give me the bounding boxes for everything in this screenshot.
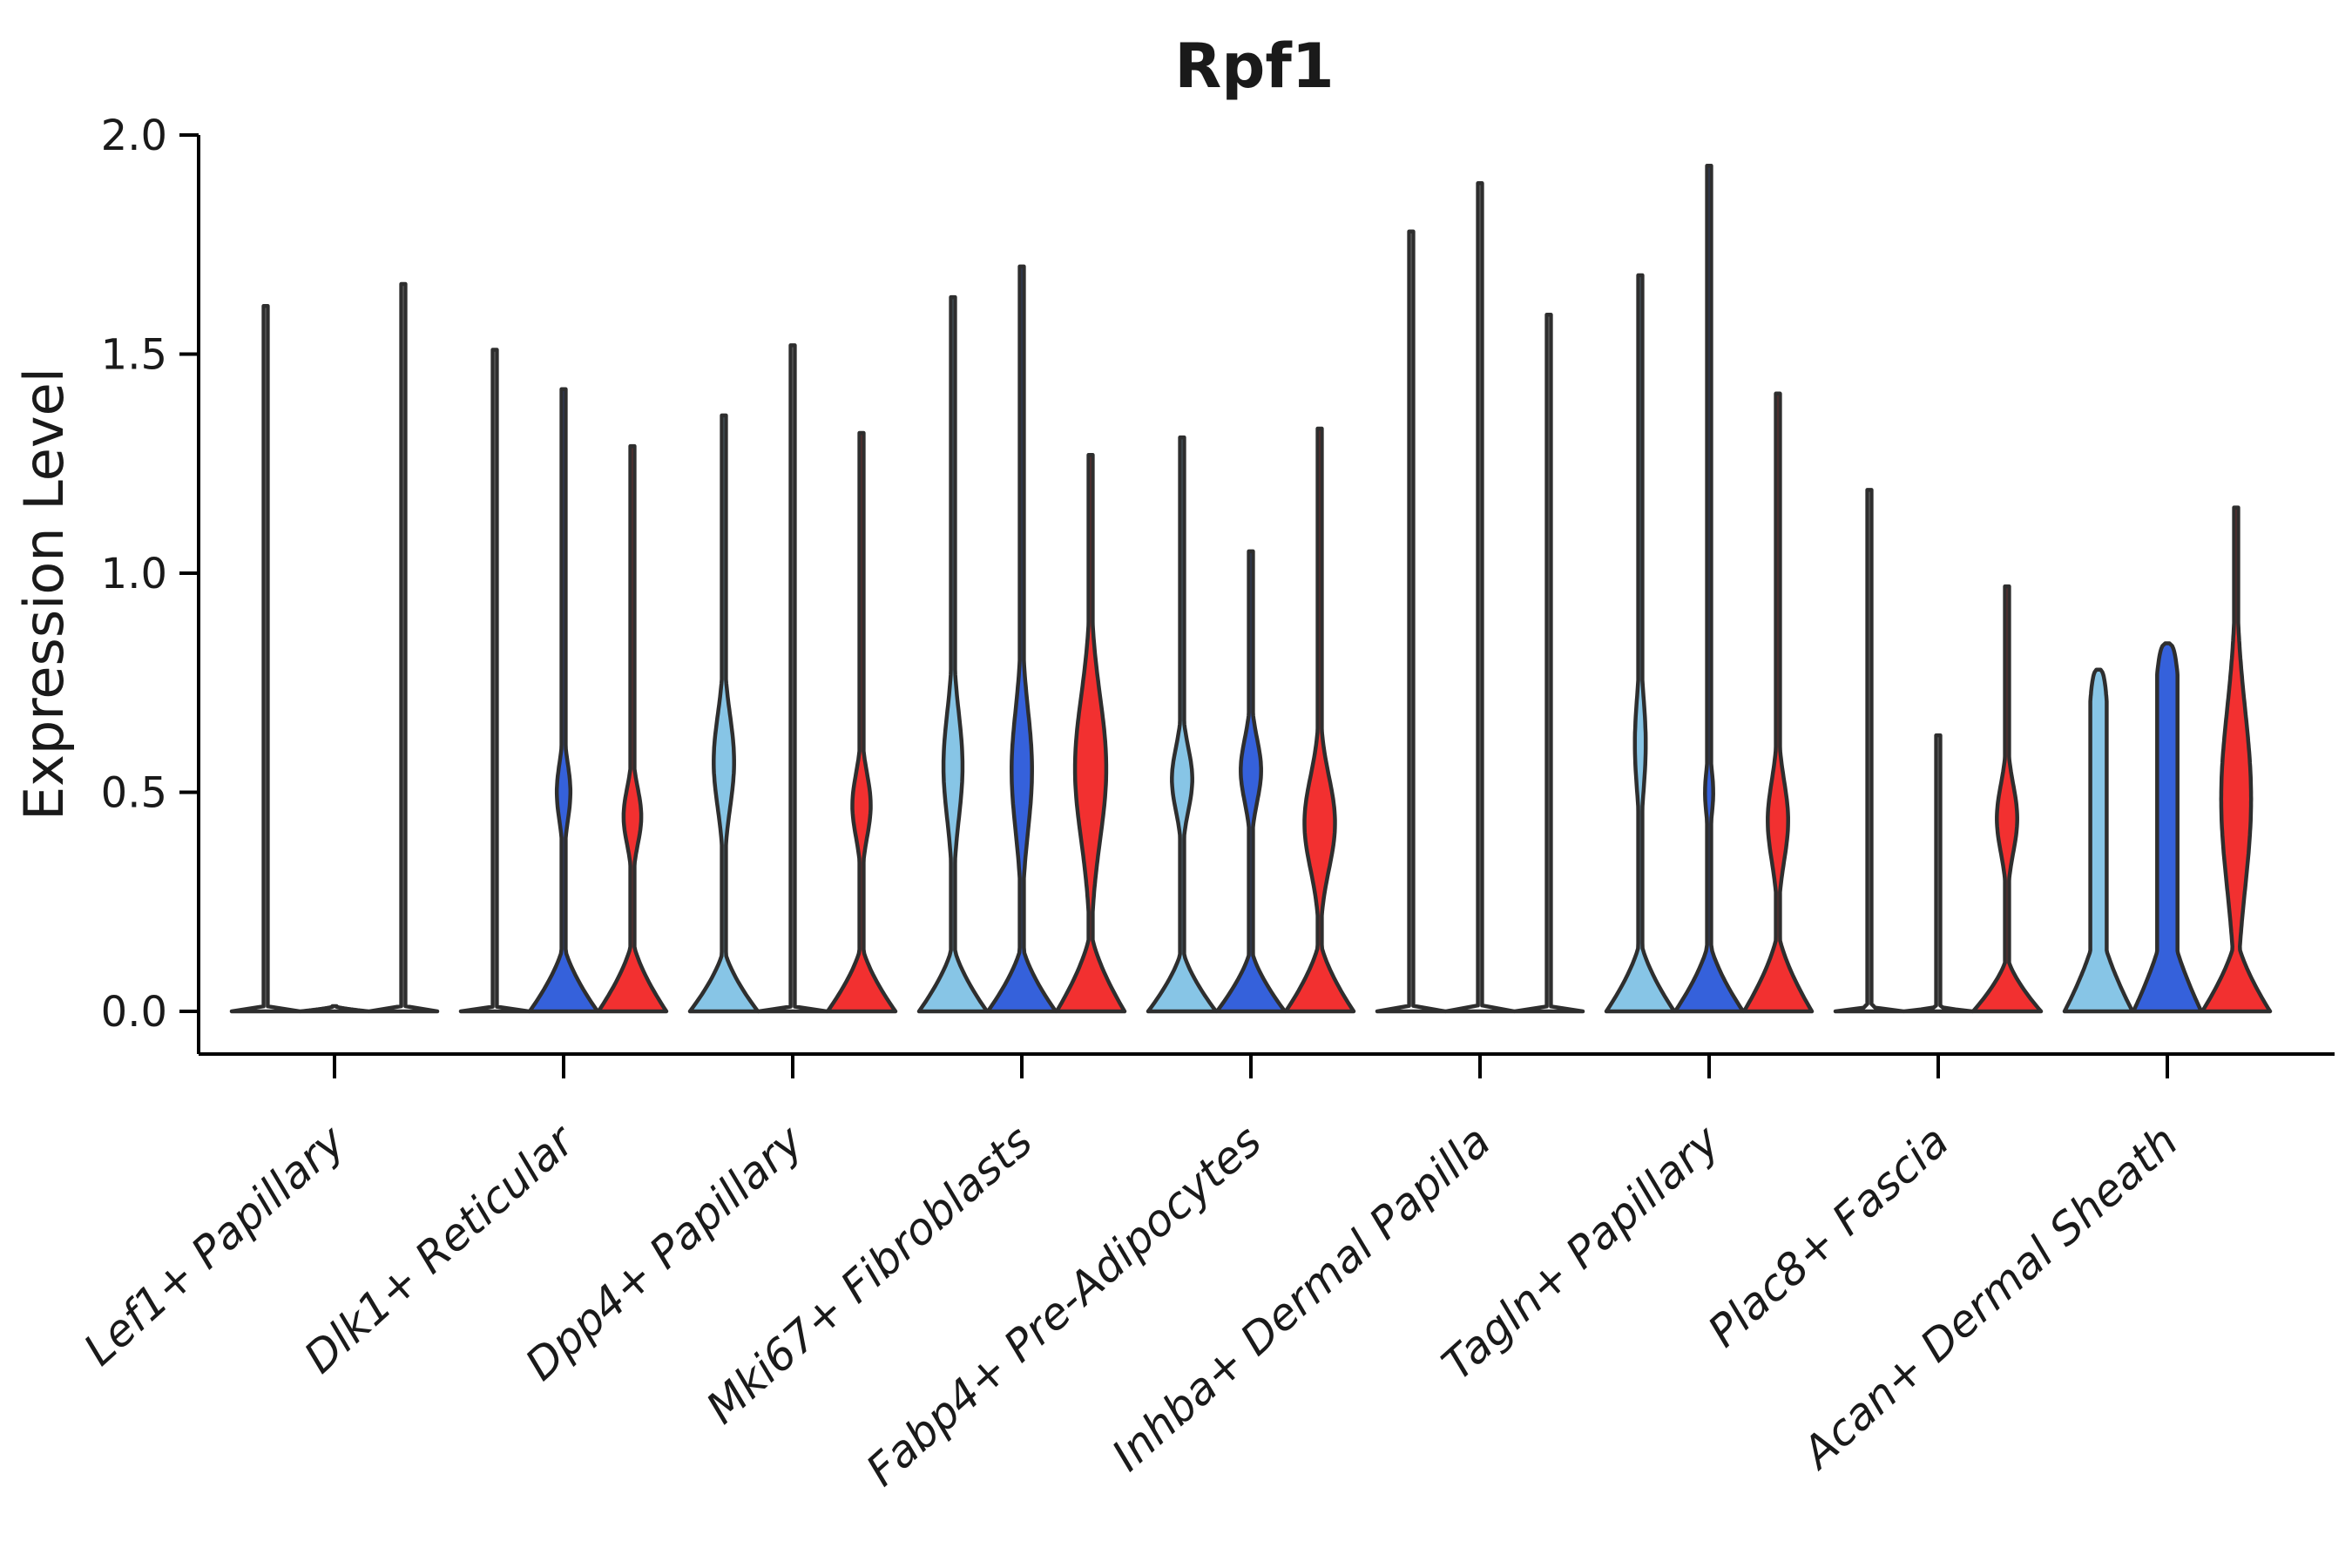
violin-plac8-blue bbox=[1902, 733, 1975, 1014]
violin-dlk1-lightblue bbox=[458, 348, 531, 1014]
y-tick-label: 0.0 bbox=[101, 988, 167, 1037]
violin-dpp4-red bbox=[825, 430, 898, 1014]
violin-mki67-blue bbox=[985, 264, 1058, 1014]
violin-tagln-blue bbox=[1673, 163, 1746, 1014]
violin-inhba-red bbox=[1512, 312, 1585, 1014]
violin-tagln-lightblue bbox=[1604, 273, 1677, 1014]
y-axis-label: Expression Level bbox=[12, 368, 76, 821]
violin-mki67-lightblue bbox=[916, 294, 990, 1014]
violin-lef1-blue bbox=[298, 1004, 371, 1014]
violin-fabp4-blue bbox=[1214, 549, 1288, 1014]
violin-dlk1-blue bbox=[527, 387, 600, 1014]
violin-inhba-blue bbox=[1443, 181, 1517, 1014]
violin-acan-red bbox=[2200, 505, 2273, 1014]
violin-fabp4-lightblue bbox=[1146, 435, 1219, 1014]
violin-dpp4-lightblue bbox=[687, 413, 760, 1014]
x-tick-label: Fabp4+ Pre-Adipocytes bbox=[857, 1116, 1272, 1496]
violin-acan-lightblue bbox=[2062, 667, 2135, 1014]
violin-acan-blue bbox=[2131, 641, 2204, 1014]
violin-mki67-red bbox=[1054, 452, 1127, 1014]
x-tick-label: Acan+ Dermal Sheath bbox=[1791, 1116, 2187, 1480]
x-tick-label: Plac8+ Fascia bbox=[1699, 1116, 1958, 1357]
violin-plac8-red bbox=[1970, 584, 2044, 1014]
x-tick-label: Inhba+ Dermal Papilla bbox=[1103, 1116, 1501, 1481]
chart-title: Rpf1 bbox=[1174, 30, 1334, 102]
violin-dpp4-blue bbox=[756, 343, 829, 1014]
y-tick-label: 0.5 bbox=[101, 768, 167, 817]
violin-lef1-lightblue bbox=[229, 303, 302, 1014]
violin-plac8-lightblue bbox=[1833, 488, 1906, 1014]
violin-fabp4-red bbox=[1283, 426, 1356, 1014]
violin-inhba-lightblue bbox=[1375, 229, 1448, 1014]
violin-lef1-red bbox=[367, 281, 440, 1014]
y-tick-label: 1.5 bbox=[101, 330, 167, 379]
y-tick-label: 2.0 bbox=[101, 112, 167, 160]
violin-dlk1-red bbox=[596, 443, 669, 1014]
y-tick-label: 1.0 bbox=[101, 550, 167, 598]
violin-tagln-red bbox=[1741, 391, 1815, 1014]
